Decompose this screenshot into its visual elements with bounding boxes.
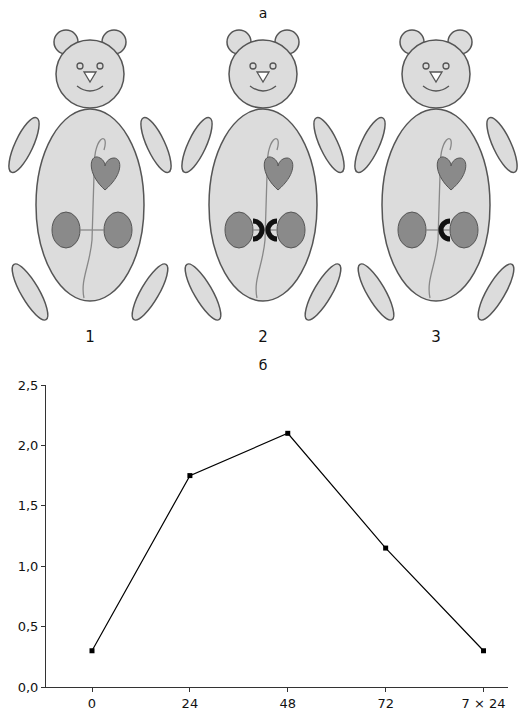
svg-text:24: 24 — [182, 696, 199, 711]
svg-text:1,5: 1,5 — [18, 498, 39, 513]
svg-text:2,0: 2,0 — [18, 438, 39, 453]
svg-text:0: 0 — [88, 696, 96, 711]
svg-text:0,0: 0,0 — [18, 680, 39, 695]
svg-text:72: 72 — [377, 696, 394, 711]
svg-text:1: 1 — [85, 328, 95, 346]
svg-text:б: б — [259, 357, 268, 373]
svg-text:а: а — [259, 5, 268, 21]
svg-text:2,5: 2,5 — [18, 378, 39, 393]
svg-text:2: 2 — [258, 328, 268, 346]
svg-text:1,0: 1,0 — [18, 559, 39, 574]
svg-text:48: 48 — [279, 696, 296, 711]
svg-text:3: 3 — [431, 328, 441, 346]
svg-text:0,5: 0,5 — [18, 619, 39, 634]
svg-text:7 × 24: 7 × 24 — [462, 696, 506, 711]
